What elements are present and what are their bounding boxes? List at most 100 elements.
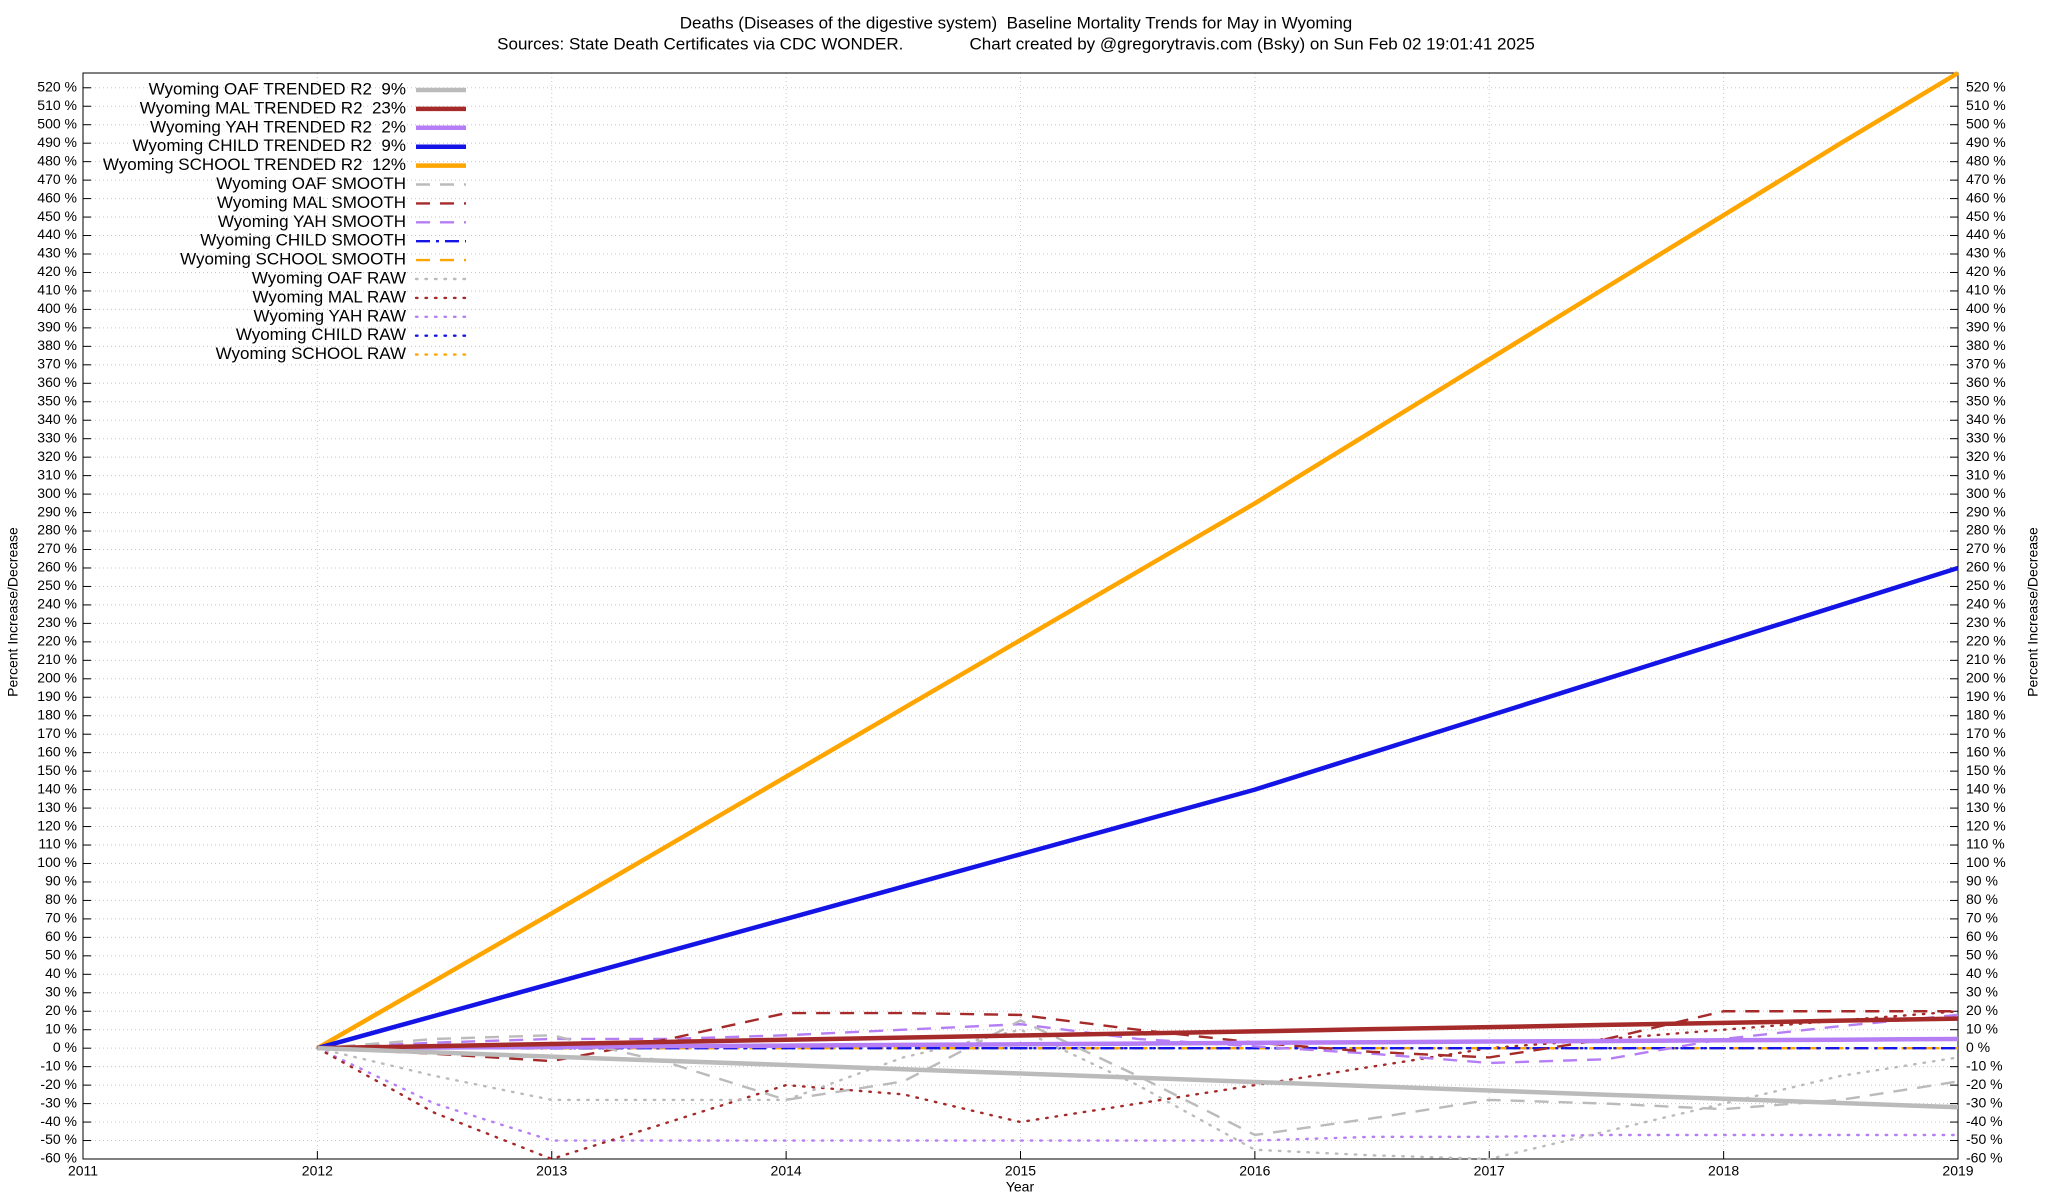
- legend-label: Wyoming OAF RAW: [252, 268, 406, 287]
- y-tick-label: 440 %: [37, 226, 77, 242]
- y2-tick-label: 370 %: [1966, 356, 2006, 372]
- y-tick-label: 100 %: [37, 854, 77, 870]
- y2-tick-label: -20 %: [1966, 1076, 2003, 1092]
- y-tick-label: -20 %: [40, 1076, 77, 1092]
- y2-tick-label: -30 %: [1966, 1094, 2003, 1110]
- y2-tick-label: 350 %: [1966, 392, 2006, 408]
- y-tick-label: 220 %: [37, 633, 77, 649]
- y2-tick-label: 50 %: [1966, 947, 1998, 963]
- y2-tick-label: 360 %: [1966, 374, 2006, 390]
- y-tick-label: -50 %: [40, 1131, 77, 1147]
- x-tick-label: 2017: [1474, 1163, 1505, 1179]
- y2-tick-label: 240 %: [1966, 596, 2006, 612]
- y-tick-label: 140 %: [37, 780, 77, 796]
- y2-tick-label: 450 %: [1966, 208, 2006, 224]
- y2-tick-label: 180 %: [1966, 706, 2006, 722]
- y2-tick-label: 220 %: [1966, 633, 2006, 649]
- y2-tick-label: 380 %: [1966, 337, 2006, 353]
- y-tick-label: 430 %: [37, 245, 77, 261]
- y-tick-label: 110 %: [38, 836, 77, 852]
- y-tick-label: 390 %: [37, 319, 77, 335]
- y2-tick-label: 480 %: [1966, 152, 2006, 168]
- y-tick-label: 10 %: [45, 1020, 77, 1036]
- legend-label: Wyoming YAH SMOOTH: [218, 212, 406, 231]
- x-tick-label: 2011: [68, 1163, 98, 1179]
- y2-tick-label: 100 %: [1966, 854, 2006, 870]
- x-tick-label: 2014: [771, 1163, 802, 1179]
- y2-tick-label: 320 %: [1966, 448, 2006, 464]
- y2-tick-label: 470 %: [1966, 171, 2006, 187]
- y-tick-label: 470 %: [37, 171, 77, 187]
- legend-label: Wyoming MAL SMOOTH: [217, 193, 406, 212]
- y2-tick-label: 330 %: [1966, 429, 2006, 445]
- y2-tick-label: 230 %: [1966, 614, 2006, 630]
- legend-label: Wyoming CHILD RAW: [236, 325, 406, 344]
- y2-tick-label: 210 %: [1966, 651, 2006, 667]
- x-axis-label: Year: [1006, 1179, 1035, 1195]
- y-tick-label: 330 %: [37, 429, 77, 445]
- y-tick-label: 190 %: [37, 688, 77, 704]
- series-line: [317, 1016, 1959, 1051]
- y-tick-label: 50 %: [45, 947, 77, 963]
- y-tick-label: 480 %: [37, 152, 77, 168]
- y-tick-label: -40 %: [40, 1113, 77, 1129]
- x-tick-label: 2018: [1708, 1163, 1739, 1179]
- y2-tick-label: 500 %: [1966, 115, 2006, 131]
- y2-tick-label: 310 %: [1966, 466, 2006, 482]
- y2-tick-label: 250 %: [1966, 577, 2006, 593]
- y2-tick-label: -60 %: [1966, 1150, 2003, 1166]
- y2-tick-label: 520 %: [1966, 78, 2006, 94]
- y-tick-label: 370 %: [37, 356, 77, 372]
- y-tick-label: 30 %: [45, 983, 77, 999]
- y2-tick-label: 200 %: [1966, 669, 2006, 685]
- y-tick-label: 300 %: [37, 485, 77, 501]
- y2-tick-label: 150 %: [1966, 762, 2006, 778]
- x-tick-label: 2012: [302, 1163, 333, 1179]
- legend-label: Wyoming SCHOOL TRENDED R2 12%: [103, 155, 406, 174]
- y2-tick-label: -10 %: [1966, 1057, 2003, 1073]
- y-tick-label: 400 %: [37, 300, 77, 316]
- y-tick-label: -30 %: [40, 1094, 77, 1110]
- y2-tick-label: 410 %: [1966, 282, 2006, 298]
- y2-tick-label: 80 %: [1966, 891, 1998, 907]
- legend-label: Wyoming CHILD TRENDED R2 9%: [133, 136, 407, 155]
- y-tick-label: 340 %: [37, 411, 77, 427]
- chart-subtitle: Sources: State Death Certificates via CD…: [497, 34, 1535, 53]
- y2-tick-label: 460 %: [1966, 189, 2006, 205]
- y-tick-label: 290 %: [37, 503, 77, 519]
- y2-axis-label: Percent Increase/Decrease: [2025, 527, 2041, 697]
- y2-tick-label: 490 %: [1966, 134, 2006, 150]
- series-line: [316, 565, 1959, 1051]
- y-tick-label: 130 %: [37, 799, 77, 815]
- y-tick-label: 320 %: [37, 448, 77, 464]
- y-tick-label: 520 %: [37, 78, 77, 94]
- y2-tick-label: 20 %: [1966, 1002, 1998, 1018]
- y2-tick-label: 30 %: [1966, 983, 1998, 999]
- y-tick-label: 410 %: [37, 282, 77, 298]
- series-line: [316, 71, 1960, 1051]
- y-tick-label: 280 %: [37, 522, 77, 538]
- y2-tick-label: 420 %: [1966, 263, 2006, 279]
- y2-tick-label: 300 %: [1966, 485, 2006, 501]
- legend-label: Wyoming YAH RAW: [253, 306, 406, 325]
- y-tick-label: 270 %: [37, 540, 77, 556]
- y-tick-label: 160 %: [37, 743, 77, 759]
- y-tick-label: 120 %: [37, 817, 77, 833]
- y2-tick-label: 140 %: [1966, 780, 2006, 796]
- legend-label: Wyoming CHILD SMOOTH: [200, 231, 406, 250]
- y-tick-label: 240 %: [37, 596, 77, 612]
- y-tick-label: 180 %: [37, 706, 77, 722]
- y-tick-label: 510 %: [37, 97, 77, 113]
- y2-tick-label: 510 %: [1966, 97, 2006, 113]
- x-tick-label: 2016: [1239, 1163, 1270, 1179]
- y-axis-label: Percent Increase/Decrease: [5, 527, 21, 697]
- y-tick-label: 380 %: [37, 337, 77, 353]
- y-tick-label: -10 %: [40, 1057, 77, 1073]
- y2-tick-label: 400 %: [1966, 300, 2006, 316]
- y-tick-label: 150 %: [37, 762, 77, 778]
- y2-tick-label: 120 %: [1966, 817, 2006, 833]
- legend-label: Wyoming MAL TRENDED R2 23%: [140, 98, 406, 117]
- y2-tick-label: 190 %: [1966, 688, 2006, 704]
